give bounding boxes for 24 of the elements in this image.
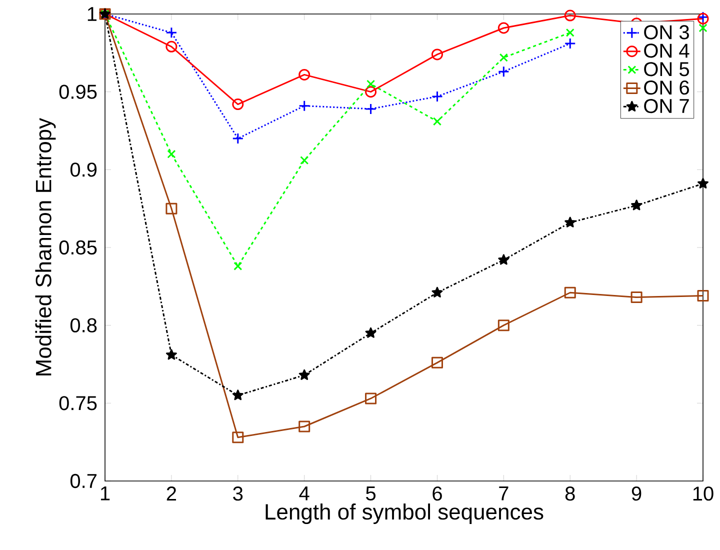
x-axis-title: Length of symbol sequences xyxy=(266,504,544,524)
y-tick-label: 0.7 xyxy=(70,474,96,488)
legend-label: ON 6 xyxy=(644,80,689,95)
legend-label: ON 4 xyxy=(644,44,690,58)
y-tick-label: 0.75 xyxy=(59,396,97,410)
x-tick-label: 10 xyxy=(693,486,714,501)
x-tick-label: 2 xyxy=(166,486,176,500)
x-tick-label: 7 xyxy=(499,486,508,500)
y-axis-title: Modified Shannon Entropy xyxy=(35,118,56,376)
x-tick-label: 8 xyxy=(565,486,575,501)
y-tick-label: 0.95 xyxy=(59,84,97,99)
legend-label: ON 7 xyxy=(644,98,689,114)
x-tick-label: 1 xyxy=(100,486,110,500)
y-tick-label: 0.8 xyxy=(70,318,97,332)
x-tick-label: 4 xyxy=(299,486,310,500)
legend-label: ON 3 xyxy=(644,25,689,40)
y-tick-label: 0.85 xyxy=(59,240,97,255)
x-tick-label: 9 xyxy=(632,486,642,501)
x-tick-label: 5 xyxy=(366,486,376,500)
x-tick-label: 6 xyxy=(432,486,442,501)
y-tick-label: 1 xyxy=(88,7,97,21)
y-tick-label: 0.9 xyxy=(70,162,97,177)
legend-label: ON 5 xyxy=(644,62,689,76)
x-tick-label: 3 xyxy=(233,486,243,501)
